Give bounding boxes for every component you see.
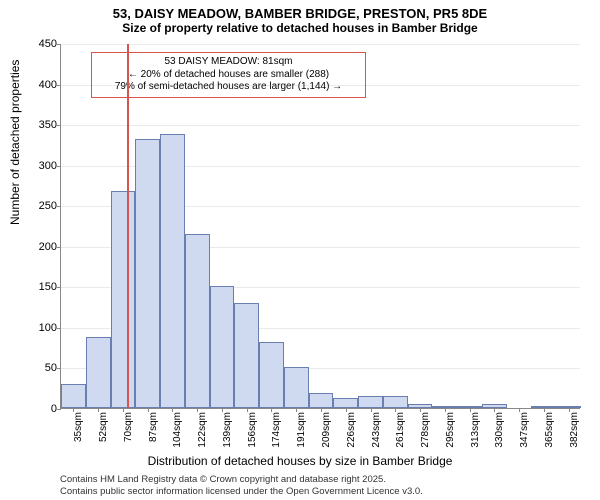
x-tick-mark [395, 408, 396, 412]
annotation-box: 53 DAISY MEADOW: 81sqm ← 20% of detached… [91, 52, 366, 98]
reference-line [127, 44, 129, 408]
histogram-bar [408, 404, 433, 408]
x-tick: 382sqm [569, 412, 580, 448]
histogram-bar [333, 398, 358, 408]
footer-line1: Contains HM Land Registry data © Crown c… [60, 474, 423, 486]
y-gridline [61, 85, 580, 86]
histogram-bar [86, 337, 111, 408]
x-tick-mark [123, 408, 124, 412]
x-tick-mark [148, 408, 149, 412]
chart-area: 53 DAISY MEADOW: 81sqm ← 20% of detached… [60, 44, 580, 409]
x-tick: 226sqm [346, 412, 357, 448]
title-main: 53, DAISY MEADOW, BAMBER BRIDGE, PRESTON… [0, 0, 600, 21]
histogram-bar [457, 406, 482, 408]
x-tick: 261sqm [395, 412, 406, 448]
x-tick-mark [98, 408, 99, 412]
annotation-line3: 79% of semi-detached houses are larger (… [98, 81, 359, 94]
x-tick: 365sqm [544, 412, 555, 448]
title-sub: Size of property relative to detached ho… [0, 21, 600, 39]
x-tick: 139sqm [222, 412, 233, 448]
histogram-bar [111, 191, 136, 408]
x-tick-mark [346, 408, 347, 412]
x-tick-mark [494, 408, 495, 412]
x-tick-mark [247, 408, 248, 412]
histogram-bar [160, 134, 185, 408]
annotation-line2: ← 20% of detached houses are smaller (28… [98, 69, 359, 82]
footer-line2: Contains public sector information licen… [60, 486, 423, 498]
histogram-bar [135, 139, 160, 408]
x-tick: 347sqm [519, 412, 530, 448]
x-tick: 191sqm [296, 412, 307, 448]
x-tick: 52sqm [98, 412, 109, 442]
annotation-line1: 53 DAISY MEADOW: 81sqm [98, 56, 359, 69]
footer: Contains HM Land Registry data © Crown c… [60, 474, 423, 498]
x-tick-mark [519, 408, 520, 412]
x-tick-mark [470, 408, 471, 412]
x-tick-mark [321, 408, 322, 412]
histogram-bar [432, 406, 457, 408]
histogram-bar [556, 406, 581, 408]
x-tick: 70sqm [123, 412, 134, 442]
histogram-bar [234, 303, 259, 408]
y-gridline [61, 125, 580, 126]
x-tick: 104sqm [172, 412, 183, 448]
x-tick-mark [420, 408, 421, 412]
y-axis-label: Number of detached properties [8, 60, 22, 225]
x-tick: 87sqm [148, 412, 159, 442]
x-tick: 174sqm [271, 412, 282, 448]
x-tick-mark [296, 408, 297, 412]
histogram-bar [259, 342, 284, 409]
y-tick-mark [57, 409, 61, 410]
histogram-bar [284, 367, 309, 408]
histogram-bar [482, 404, 507, 408]
x-tick-mark [222, 408, 223, 412]
histogram-bar [358, 396, 383, 408]
x-tick-mark [371, 408, 372, 412]
y-gridline [61, 44, 580, 45]
histogram-bar [383, 396, 408, 408]
x-tick: 313sqm [470, 412, 481, 448]
x-tick-mark [271, 408, 272, 412]
x-tick-mark [73, 408, 74, 412]
histogram-bar [210, 286, 235, 408]
x-tick-mark [544, 408, 545, 412]
x-tick: 156sqm [247, 412, 258, 448]
x-tick: 209sqm [321, 412, 332, 448]
x-tick: 122sqm [197, 412, 208, 448]
x-tick: 330sqm [494, 412, 505, 448]
x-tick-mark [172, 408, 173, 412]
x-tick-mark [445, 408, 446, 412]
x-tick-mark [569, 408, 570, 412]
x-tick: 295sqm [445, 412, 456, 448]
x-axis-label: Distribution of detached houses by size … [0, 454, 600, 468]
x-tick-mark [197, 408, 198, 412]
x-tick: 278sqm [420, 412, 431, 448]
x-tick: 243sqm [371, 412, 382, 448]
histogram-bar [531, 406, 556, 408]
x-tick: 35sqm [73, 412, 84, 442]
histogram-bar [309, 393, 334, 408]
histogram-bar [61, 384, 86, 408]
histogram-bar [185, 234, 210, 408]
